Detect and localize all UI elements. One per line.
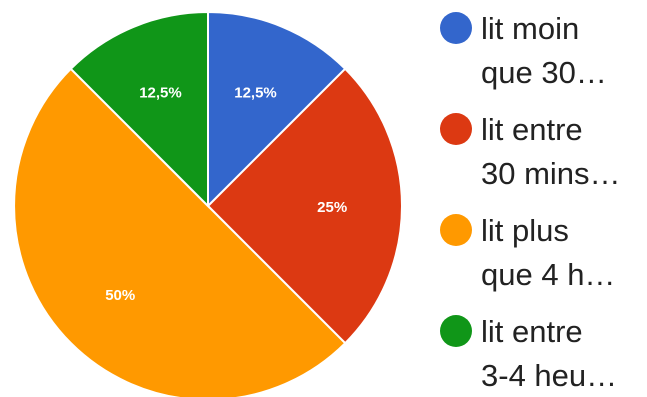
- legend-item-3: lit plus que 4 h…: [440, 213, 615, 292]
- legend-item-2: lit entre 30 mins…: [440, 112, 621, 191]
- pie-slice-label-3: 50%: [105, 287, 135, 304]
- legend-item-1: lit moin que 30…: [440, 11, 607, 90]
- legend-marker-3: [440, 214, 472, 246]
- legend-marker-2: [440, 113, 472, 145]
- legend-label-4-line-1: lit entre: [481, 314, 583, 349]
- legend-label-2-line-1: lit entre: [481, 112, 583, 147]
- pie-slice-4: [69, 10, 209, 209]
- legend-label-2-line-2: 30 mins…: [481, 156, 621, 191]
- legend-marker-4: [440, 315, 472, 347]
- legend-label-3-line-2: que 4 h…: [481, 257, 615, 292]
- pie-slices: [13, 10, 403, 397]
- legend: lit moin que 30… lit entre 30 mins… lit plus…: [440, 11, 621, 393]
- legend-marker-1: [440, 12, 472, 44]
- legend-label-4-line-2: 3-4 heu…: [481, 358, 617, 393]
- pie-slice-labels: 12,5% 25% 50% 12,5%: [105, 84, 347, 304]
- legend-label-1-line-1: lit moin: [481, 11, 579, 46]
- legend-item-4: lit entre 3-4 heu…: [440, 314, 617, 393]
- pie-slice-2: [206, 67, 403, 345]
- pie-slice-label-2: 25%: [317, 199, 347, 216]
- pie-slice-label-1: 12,5%: [234, 84, 277, 101]
- pie-slice-3: [13, 67, 347, 397]
- legend-label-3-line-1: lit plus: [481, 213, 569, 248]
- legend-label-1-line-2: que 30…: [481, 55, 607, 90]
- pie-slice-label-4: 12,5%: [139, 84, 182, 101]
- pie-slice-1: [207, 10, 347, 209]
